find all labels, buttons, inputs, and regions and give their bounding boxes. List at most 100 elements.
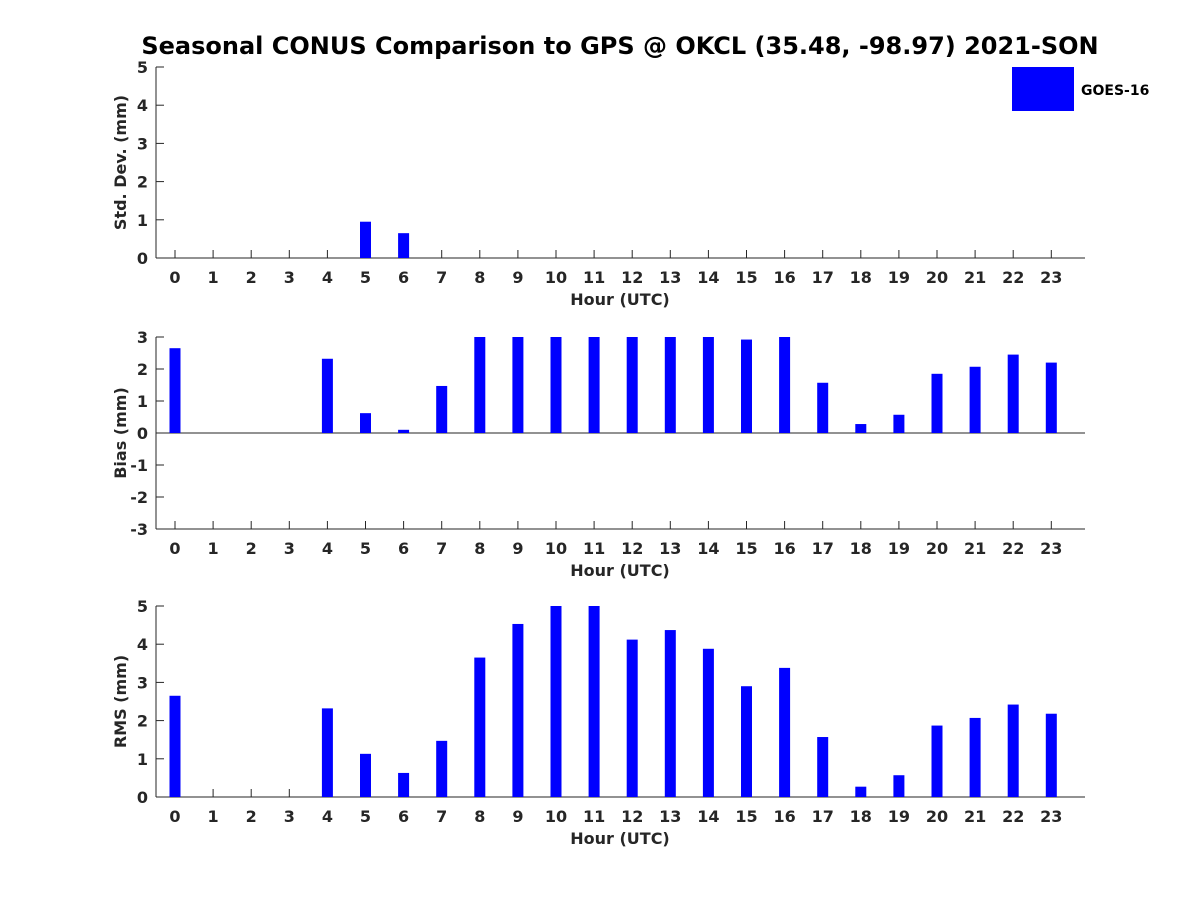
x-tick-label: 7 [436,268,447,287]
bar [855,786,867,797]
y-tick-label: 5 [137,597,148,616]
x-tick-label: 13 [659,268,681,287]
y-tick-label: 2 [137,360,148,379]
bar [893,414,905,433]
x-tick-label: 16 [773,807,795,826]
x-tick-label: 9 [512,268,523,287]
x-tick-label: 9 [512,807,523,826]
x-tick-label: 19 [888,539,910,558]
bar [550,606,562,797]
x-tick-label: 8 [474,539,485,558]
x-axis-label: Hour (UTC) [570,290,670,309]
x-tick-label: 3 [284,268,295,287]
x-tick-label: 15 [735,807,757,826]
bar [1007,354,1019,433]
bar [360,753,371,797]
bar [1045,362,1057,433]
x-tick-label: 20 [926,268,948,287]
bar [702,648,714,797]
x-tick-label: 23 [1040,268,1062,287]
x-tick-label: 6 [398,539,409,558]
bar [664,337,676,433]
x-tick-label: 18 [850,539,872,558]
bar [741,686,752,797]
y-tick-label: -3 [130,520,148,539]
bar [398,233,410,258]
bar [779,337,791,433]
x-tick-label: 20 [926,539,948,558]
bar [931,373,943,433]
x-tick-label: 21 [964,539,986,558]
bar [321,358,333,433]
x-tick-label: 1 [208,539,219,558]
x-tick-label: 15 [735,539,757,558]
y-tick-label: 1 [137,750,148,769]
x-tick-label: 7 [436,807,447,826]
x-tick-label: 19 [888,268,910,287]
x-tick-label: 4 [322,268,333,287]
x-tick-label: 21 [964,268,986,287]
x-tick-label: 11 [583,807,605,826]
bar [360,221,371,258]
bar [969,717,981,797]
bar [169,695,181,797]
x-tick-label: 12 [621,807,643,826]
x-tick-label: 2 [246,807,257,826]
x-tick-label: 10 [545,268,567,287]
x-tick-label: 6 [398,268,409,287]
x-tick-label: 2 [246,539,257,558]
bar [741,339,752,433]
y-tick-label: 0 [137,424,148,443]
y-tick-label: 0 [137,249,148,268]
y-axis-label: Std. Dev. (mm) [111,95,130,230]
bar [512,623,524,797]
bar [360,413,371,433]
x-tick-label: 15 [735,268,757,287]
y-tick-label: 3 [137,328,148,347]
legend: GOES-16 [1012,67,1149,111]
y-tick-label: 5 [137,58,148,77]
bar [512,337,524,433]
x-tick-label: 14 [697,268,719,287]
bar [398,429,410,433]
x-tick-label: 14 [697,807,719,826]
bar [702,337,714,433]
bar [1045,713,1057,797]
y-tick-label: -2 [130,488,148,507]
y-tick-label: 4 [137,96,148,115]
x-tick-label: 13 [659,539,681,558]
y-tick-label: -1 [130,456,148,475]
legend-label: GOES-16 [1081,83,1149,99]
bar [588,606,600,797]
x-tick-label: 7 [436,539,447,558]
x-tick-label: 13 [659,807,681,826]
x-tick-label: 16 [773,539,795,558]
x-tick-label: 4 [322,539,333,558]
x-tick-label: 12 [621,539,643,558]
x-tick-label: 22 [1002,539,1024,558]
x-tick-label: 5 [360,539,371,558]
x-tick-label: 1 [208,807,219,826]
y-axis-label: RMS (mm) [111,655,130,748]
x-tick-label: 8 [474,807,485,826]
x-tick-label: 11 [583,539,605,558]
bar [436,740,448,797]
x-tick-label: 23 [1040,807,1062,826]
x-tick-label: 18 [850,807,872,826]
x-tick-label: 3 [284,807,295,826]
x-tick-label: 0 [169,807,180,826]
x-tick-label: 17 [812,539,834,558]
x-axis-label: Hour (UTC) [570,561,670,580]
x-tick-label: 22 [1002,268,1024,287]
bar [588,337,600,433]
x-tick-label: 0 [169,268,180,287]
x-tick-label: 18 [850,268,872,287]
y-tick-label: 2 [137,173,148,192]
x-tick-label: 10 [545,807,567,826]
bar [474,337,486,433]
x-tick-label: 4 [322,807,333,826]
bar [893,775,905,797]
x-tick-label: 12 [621,268,643,287]
